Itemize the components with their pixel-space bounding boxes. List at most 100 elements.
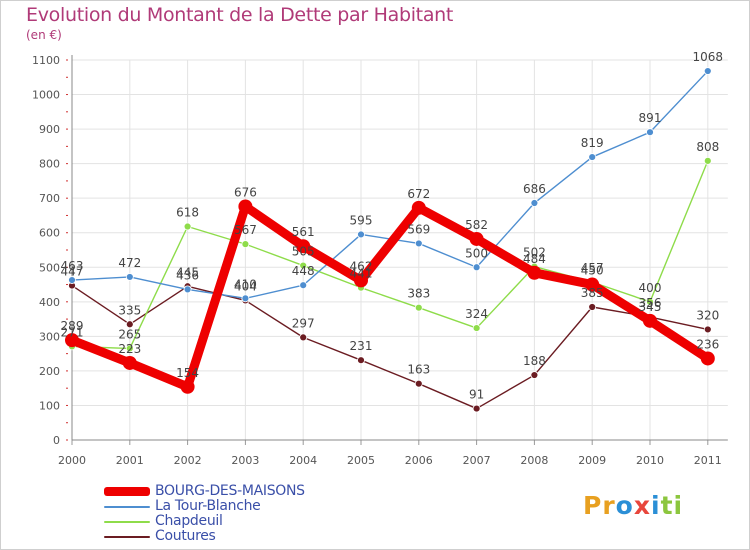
data-point (700, 351, 715, 366)
legend-swatch (104, 536, 150, 538)
data-label: 463 (61, 259, 84, 273)
data-label: 404 (234, 279, 257, 293)
data-label: 385 (581, 286, 604, 300)
data-label: 808 (696, 140, 719, 154)
x-tick-label: 2000 (58, 454, 86, 467)
data-label: 582 (465, 218, 488, 232)
data-label: 448 (292, 264, 315, 278)
legend-label: La Tour-Blanche (155, 498, 261, 514)
data-label: 686 (523, 182, 546, 196)
x-tick-label: 2005 (347, 454, 375, 467)
data-label: 447 (61, 265, 84, 279)
data-point (296, 239, 311, 254)
data-point (299, 261, 308, 270)
data-point (414, 379, 423, 388)
data-label: 231 (350, 339, 373, 353)
y-tick-label: 100 (39, 399, 60, 412)
x-tick-label: 2002 (174, 454, 202, 467)
data-label: 567 (234, 223, 257, 237)
logo-letter: i (673, 491, 684, 520)
y-tick-label: 400 (39, 296, 60, 309)
data-point (180, 379, 195, 394)
legend-swatch (104, 506, 150, 508)
data-label: 188 (523, 354, 546, 368)
y-tick-label: 800 (39, 158, 60, 171)
data-label: 484 (523, 252, 546, 266)
data-label: 819 (581, 136, 604, 150)
series-line (71, 160, 709, 350)
data-point (241, 294, 250, 303)
data-point (299, 333, 308, 342)
data-point (357, 356, 365, 365)
data-label: 356 (639, 296, 662, 310)
data-point (354, 273, 368, 288)
logo-letter: P (583, 491, 603, 520)
series-line (71, 284, 709, 410)
chart-title: Evolution du Montant de la Dette par Hab… (26, 4, 454, 26)
data-point (357, 230, 365, 239)
data-point (122, 355, 137, 370)
data-label: 163 (407, 363, 430, 377)
data-point (585, 277, 600, 292)
data-point (183, 222, 192, 231)
data-point (588, 303, 597, 311)
y-tick-label: 200 (39, 365, 60, 378)
data-label: 345 (639, 300, 662, 314)
data-label: 289 (61, 319, 84, 333)
legend-label: Chapdeuil (155, 513, 223, 529)
data-point (238, 199, 253, 214)
x-tick-label: 2003 (231, 454, 259, 467)
data-label: 445 (176, 265, 199, 279)
y-tick-label: 500 (39, 261, 60, 274)
data-label: 436 (176, 268, 199, 282)
data-point (125, 273, 134, 281)
data-point (65, 333, 79, 348)
data-point (414, 239, 423, 248)
data-label: 457 (581, 261, 604, 275)
logo-letter: r (602, 491, 616, 520)
data-point (183, 285, 192, 294)
data-point (527, 265, 542, 280)
data-label: 569 (407, 222, 430, 236)
data-label: 236 (696, 337, 719, 351)
series-line (67, 201, 713, 392)
y-tick-label: 1100 (32, 54, 60, 67)
data-label: 335 (118, 303, 141, 317)
series-1 (68, 67, 712, 303)
series-lines (65, 67, 715, 413)
data-label: 91 (469, 388, 484, 402)
data-label: 472 (118, 256, 141, 270)
data-point (530, 371, 539, 379)
series-line (71, 70, 709, 300)
data-point (414, 303, 423, 312)
data-label: 154 (176, 366, 199, 380)
data-label: 324 (465, 307, 488, 321)
data-point (646, 297, 654, 306)
y-tick-label: 300 (39, 330, 60, 343)
data-label: 595 (350, 213, 373, 227)
data-point (588, 153, 597, 161)
data-point (68, 276, 76, 284)
data-label: 672 (407, 187, 430, 201)
data-point (703, 156, 712, 165)
data-label: 502 (523, 246, 546, 260)
data-point (703, 67, 712, 75)
data-label: 223 (118, 342, 141, 356)
series-3 (68, 281, 712, 413)
data-label: 618 (176, 206, 199, 220)
legend-swatch (104, 487, 150, 496)
y-tick-label: 1000 (32, 89, 60, 102)
chart-subtitle: (en €) (26, 28, 62, 42)
data-label: 561 (292, 225, 315, 239)
y-tick-label: 700 (39, 192, 60, 205)
data-label: 320 (696, 308, 719, 322)
data-label: 400 (639, 281, 662, 295)
data-label: 891 (639, 111, 662, 125)
data-label: 441 (350, 267, 373, 281)
data-label: 383 (407, 287, 430, 301)
y-tick-label: 900 (39, 123, 60, 136)
logo-letter: o (615, 491, 634, 520)
logo-letter: t (660, 491, 674, 520)
